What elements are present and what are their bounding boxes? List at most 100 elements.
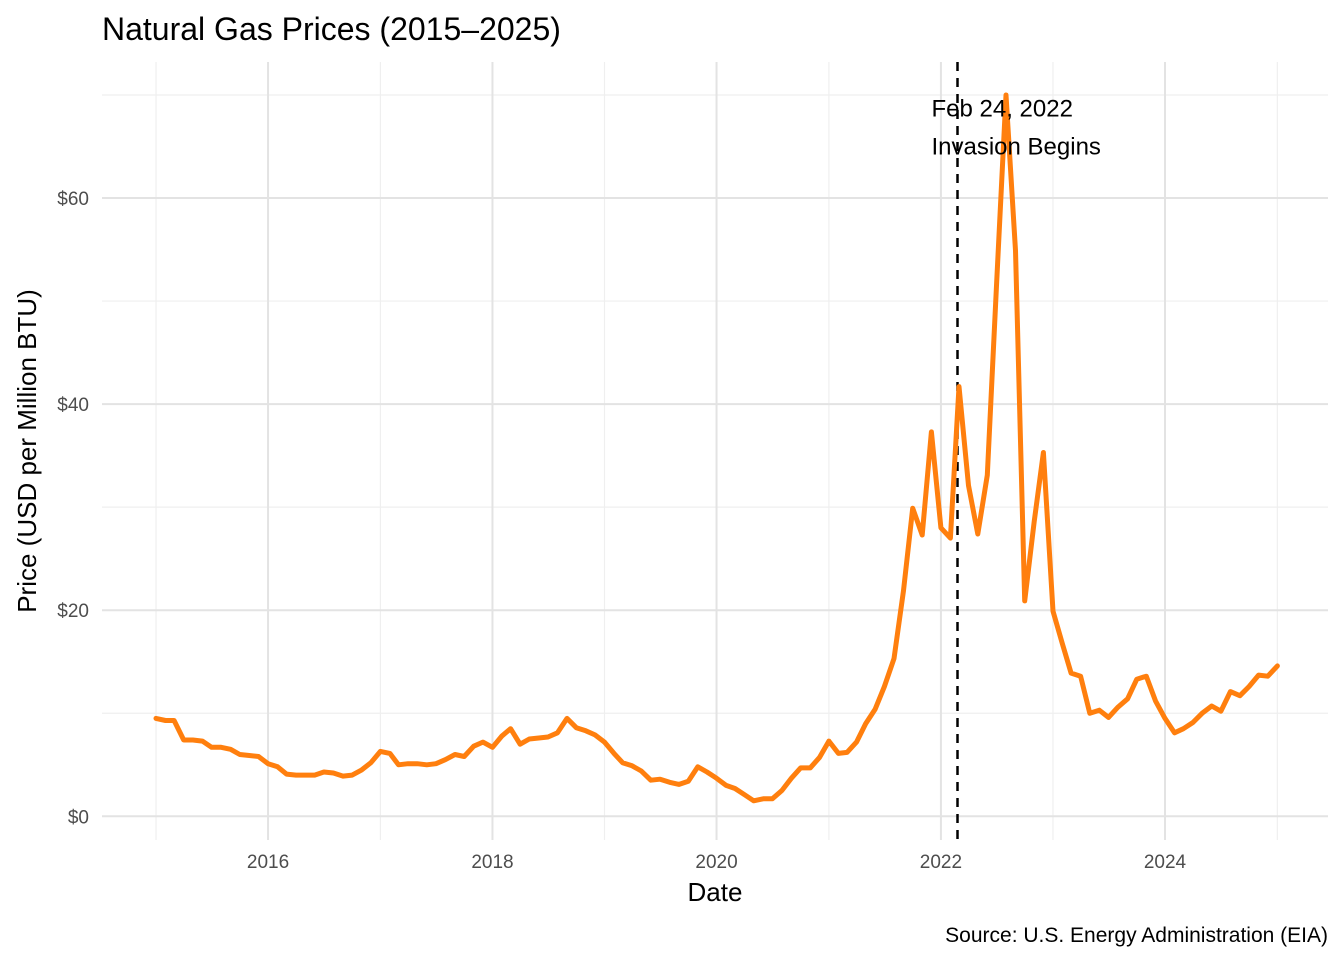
price-data-point [1247, 684, 1252, 689]
price-data-point [658, 777, 663, 782]
price-data-point [779, 788, 784, 793]
price-data-point [406, 761, 411, 766]
price-data-point [350, 773, 355, 778]
price-data-point [854, 740, 859, 745]
price-data-point [938, 525, 943, 530]
price-data-point [826, 739, 831, 744]
price-data-point [480, 740, 485, 745]
price-data-point [453, 752, 458, 757]
price-data-point [219, 745, 224, 750]
price-data-point [490, 745, 495, 750]
price-data-point [163, 718, 168, 723]
price-data-point [873, 707, 878, 712]
y-tick-label: $20 [57, 601, 89, 622]
price-data-point [667, 780, 672, 785]
annotation-date-label: Feb 24, 2022 [931, 96, 1072, 123]
price-data-point [256, 754, 261, 759]
price-data-point [368, 760, 373, 765]
price-data-point [1172, 730, 1177, 735]
price-data-point [770, 796, 775, 801]
price-series-line [153, 92, 1280, 804]
price-data-point [1032, 519, 1037, 524]
price-data-point [1106, 715, 1111, 720]
x-axis-tick-labels: 2016 2018 2020 2022 2024 [247, 852, 1187, 873]
annotation-event-label: Invasion Begins [931, 134, 1100, 161]
price-data-point [247, 753, 252, 758]
price-data-point [471, 744, 476, 749]
price-data-point [910, 506, 915, 511]
price-data-point [695, 764, 700, 769]
price-data-point [172, 718, 177, 723]
price-data-point [359, 767, 364, 772]
price-data-point [612, 751, 617, 756]
price-data-point [424, 762, 429, 767]
price-data-point [312, 773, 317, 778]
price-data-point [1022, 598, 1027, 603]
price-data-point [1125, 696, 1130, 701]
price-data-point [321, 770, 326, 775]
price-data-point [200, 739, 205, 744]
price-data-point [1265, 674, 1270, 679]
price-data-point [1078, 674, 1083, 679]
minor-gridlines [102, 62, 1328, 840]
price-data-point [714, 776, 719, 781]
price-data-point [527, 737, 532, 742]
y-axis-title: Price (USD per Million BTU) [12, 289, 42, 613]
price-data-point [574, 725, 579, 730]
price-data-point [742, 792, 747, 797]
price-data-point [331, 771, 336, 776]
price-data-point [1153, 698, 1158, 703]
source-caption: Source: U.S. Energy Administration (EIA) [945, 924, 1328, 947]
major-gridlines [102, 62, 1328, 840]
price-data-point [508, 726, 513, 731]
price-data-point [1060, 642, 1065, 647]
price-data-point [237, 752, 242, 757]
x-tick-label: 2024 [1144, 852, 1187, 873]
price-data-point [1097, 708, 1102, 713]
price-data-point [546, 735, 551, 740]
price-data-point [975, 532, 980, 537]
chart-title: Natural Gas Prices (2015–2025) [102, 11, 561, 47]
price-data-point [985, 473, 990, 478]
price-data-point [761, 796, 766, 801]
price-data-point [817, 755, 822, 760]
price-data-point [648, 778, 653, 783]
price-data-point [1087, 711, 1092, 716]
price-data-point [415, 761, 420, 766]
price-data-point [639, 769, 644, 774]
price-data-point [863, 721, 868, 726]
price-data-point [798, 765, 803, 770]
price-data-point [1163, 716, 1168, 721]
price-data-point [677, 782, 682, 787]
price-data-point [1256, 673, 1261, 678]
price-data-point [602, 740, 607, 745]
price-data-point [892, 656, 897, 661]
price-data-point [1116, 705, 1121, 710]
x-axis-title: Date [688, 877, 743, 907]
price-data-point [901, 588, 906, 593]
price-data-point [948, 536, 953, 541]
y-tick-label: $0 [68, 807, 89, 828]
price-data-point [154, 716, 159, 721]
price-data-point [1013, 248, 1018, 253]
price-data-point [1181, 726, 1186, 731]
price-data-point [190, 738, 195, 743]
price-data-point [882, 684, 887, 689]
price-data-point [536, 736, 541, 741]
price-data-point [836, 751, 841, 756]
x-tick-label: 2020 [695, 852, 737, 873]
price-data-point [284, 772, 289, 777]
price-data-point [630, 763, 635, 768]
price-data-point [845, 750, 850, 755]
price-data-point [341, 774, 346, 779]
price-data-point [565, 716, 570, 721]
price-data-point [1134, 677, 1139, 682]
x-tick-label: 2016 [247, 852, 289, 873]
price-data-point [555, 730, 560, 735]
price-data-point [518, 742, 523, 747]
y-tick-label: $60 [57, 189, 89, 210]
price-data-point [228, 747, 233, 752]
price-data-point [920, 533, 925, 538]
price-data-point [620, 760, 625, 765]
